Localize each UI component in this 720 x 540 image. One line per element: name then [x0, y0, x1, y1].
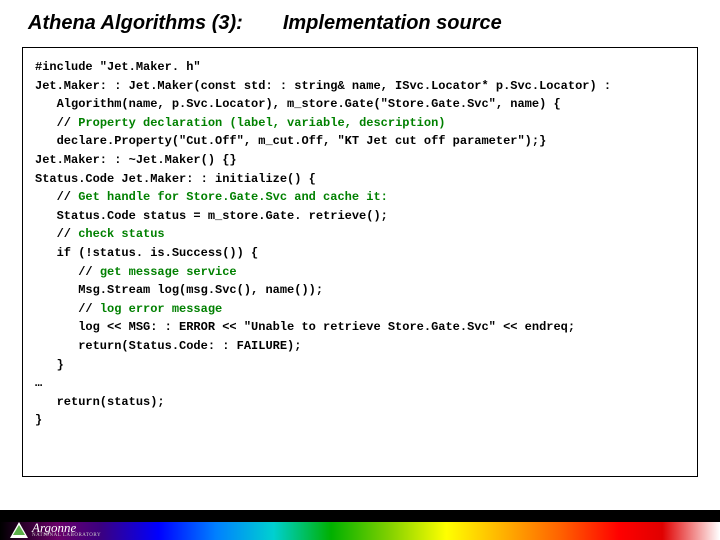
code-line: return(status); [35, 393, 685, 412]
code-line: Msg.Stream log(msg.Svc(), name()); [35, 281, 685, 300]
logo-triangle-icon [10, 522, 28, 538]
code-comment: Get handle for Store.Gate.Svc and cache … [78, 190, 388, 204]
footer: Argonne NATIONAL LABORATORY [0, 502, 720, 540]
code-line: // log error message [35, 300, 685, 319]
title-right: Implementation source [283, 12, 502, 35]
code-text: // [35, 227, 78, 241]
footer-rainbow [0, 522, 720, 540]
code-comment: log error message [100, 302, 222, 316]
logo-text: Argonne NATIONAL LABORATORY [32, 522, 101, 538]
code-line: … [35, 374, 685, 393]
code-text: // [35, 302, 100, 316]
code-line: // get message service [35, 263, 685, 282]
code-text: // [35, 190, 78, 204]
code-text: // [35, 116, 78, 130]
logo-name: Argonne [32, 522, 101, 534]
argonne-logo: Argonne NATIONAL LABORATORY [10, 522, 101, 538]
code-line: Status.Code status = m_store.Gate. retri… [35, 207, 685, 226]
title-left: Athena Algorithms (3): [28, 12, 243, 35]
code-line: Jet.Maker: : Jet.Maker(const std: : stri… [35, 77, 685, 96]
code-line: // Property declaration (label, variable… [35, 114, 685, 133]
code-text: // [35, 265, 100, 279]
code-line: } [35, 411, 685, 430]
code-line: // check status [35, 225, 685, 244]
code-line: if (!status. is.Success()) { [35, 244, 685, 263]
code-comment: check status [78, 227, 164, 241]
code-comment: Property declaration (label, variable, d… [78, 116, 445, 130]
code-line: return(Status.Code: : FAILURE); [35, 337, 685, 356]
code-line: } [35, 356, 685, 375]
code-line: Algorithm(name, p.Svc.Locator), m_store.… [35, 95, 685, 114]
code-line: // Get handle for Store.Gate.Svc and cac… [35, 188, 685, 207]
title-row: Athena Algorithms (3): Implementation so… [0, 0, 720, 43]
code-line: Status.Code Jet.Maker: : initialize() { [35, 170, 685, 189]
logo-sub: NATIONAL LABORATORY [32, 534, 101, 539]
code-line: Jet.Maker: : ~Jet.Maker() {} [35, 151, 685, 170]
code-line: declare.Property("Cut.Off", m_cut.Off, "… [35, 132, 685, 151]
slide: Athena Algorithms (3): Implementation so… [0, 0, 720, 540]
code-comment: get message service [100, 265, 237, 279]
code-line: log << MSG: : ERROR << "Unable to retrie… [35, 318, 685, 337]
code-line: #include "Jet.Maker. h" [35, 58, 685, 77]
code-box: #include "Jet.Maker. h" Jet.Maker: : Jet… [22, 47, 698, 477]
